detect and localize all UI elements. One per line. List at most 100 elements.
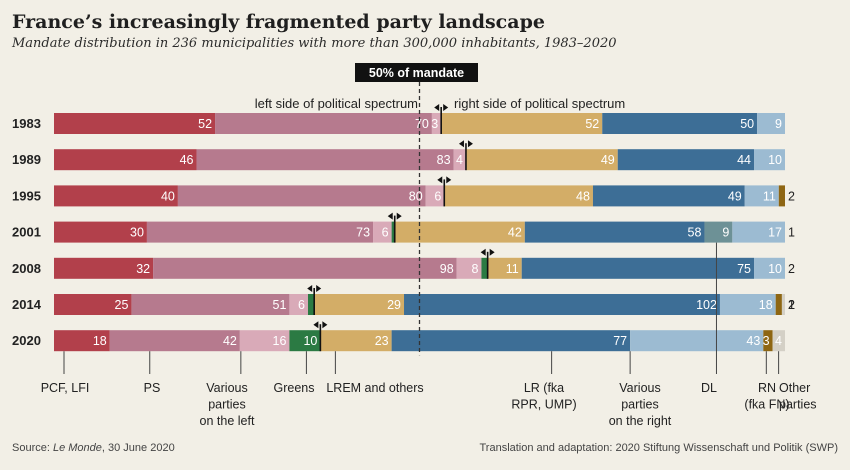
legend-label: DL	[701, 381, 717, 395]
value-label: 43	[746, 334, 760, 348]
legend-label: Greens	[274, 381, 315, 395]
bar-segment-various_right-1983	[757, 113, 785, 134]
bar-segment-LR-2008	[521, 257, 755, 279]
legend-item-DL: DL	[701, 381, 717, 395]
legend-label: on the left	[200, 414, 255, 428]
value-label: 1	[788, 226, 795, 240]
bar-segment-various_right-2014	[719, 294, 776, 315]
bar-segment-LR-2001	[524, 221, 705, 243]
bar-segment-LREM-2008	[487, 257, 522, 279]
value-label: 2	[788, 262, 795, 276]
bar-segment-various_left-2008	[456, 257, 482, 279]
value-label: 98	[440, 262, 454, 276]
value-label: 6	[382, 226, 389, 240]
value-label: 29	[387, 298, 401, 312]
year-label: 1995	[12, 188, 41, 203]
value-label: 11	[506, 262, 519, 276]
bar-segment-various_left-2014	[289, 294, 308, 315]
bar-segment-LR-2020	[391, 330, 631, 352]
legend-label: LREM and others	[326, 381, 423, 395]
source-note: Source: Le Monde, 30 June 2020	[12, 442, 175, 454]
bar-segment-LREM-2014	[314, 294, 405, 315]
arrow-left-icon	[434, 104, 440, 111]
arrow-right-icon	[446, 176, 452, 184]
bar-segment-LREM-1995	[444, 185, 593, 207]
value-label: 23	[375, 334, 389, 348]
legend-label: PCF, LFI	[41, 381, 90, 395]
value-label: 3	[763, 334, 770, 348]
arrow-left-icon	[458, 140, 464, 148]
legend-label: Various	[619, 381, 660, 395]
bar-segment-PS-2014	[131, 294, 290, 315]
value-label: 49	[601, 153, 615, 167]
value-label: 30	[130, 226, 144, 240]
arrow-right-icon	[322, 321, 328, 329]
bar-segment-PCF_LFI-2014	[54, 294, 132, 315]
bar-segment-Greens-2020	[289, 330, 321, 352]
value-label: 75	[737, 262, 751, 276]
value-label: 9	[722, 226, 729, 240]
value-label: 70	[415, 117, 429, 131]
bar-segment-PS-1989	[196, 149, 454, 171]
value-label: 32	[136, 262, 150, 276]
spectrum-divider-2001	[387, 212, 402, 243]
value-label: 6	[434, 189, 441, 203]
value-label: 10	[303, 334, 317, 348]
arrow-right-icon	[396, 212, 402, 220]
value-label: 73	[356, 226, 370, 240]
bar-segment-various_left-1989	[453, 149, 466, 171]
value-label: 80	[409, 189, 423, 203]
year-label: 2001	[12, 225, 41, 240]
arrow-right-icon	[316, 285, 322, 292]
spectrum-divider-1989	[458, 140, 473, 171]
bar-row-1983: 1983 52 70 3 52 50 9	[12, 113, 785, 134]
bar-segment-various_left-2001	[373, 221, 392, 243]
bar-segment-LR-1989	[617, 149, 755, 171]
bar-segment-Greens-2001	[391, 221, 395, 243]
credit-note: Translation and adaptation: 2020 Stiftun…	[479, 442, 838, 454]
right-spectrum-label: right side of political spectrum	[454, 96, 625, 111]
value-label: 6	[298, 298, 305, 312]
bar-segment-PCF_LFI-2001	[54, 221, 147, 243]
bar-segment-LR-2014	[404, 294, 720, 315]
bar-row-1995: 1995 40 80 6 48 49 11 2	[12, 185, 795, 207]
bar-segment-other-2020	[772, 330, 785, 352]
chart-title: France’s increasingly fragmented party l…	[12, 11, 545, 33]
value-label: 2	[788, 189, 795, 203]
value-label: 3	[431, 117, 438, 131]
legend-item-RN: RN (fka FN)	[744, 381, 789, 412]
arrow-left-icon	[480, 248, 486, 256]
spectrum-divider-2020	[313, 321, 328, 352]
legend-label: RN	[758, 381, 776, 395]
value-label: 46	[180, 153, 194, 167]
legend-item-other: Other parties	[779, 381, 817, 412]
legend-leaders-layer	[63, 242, 780, 374]
legend-label: (fka FN)	[744, 398, 789, 412]
year-label: 2014	[12, 297, 42, 312]
legend-item-Greens: Greens	[274, 381, 315, 395]
bar-segment-PCF_LFI-1983	[54, 113, 216, 134]
bar-segment-PS-2001	[146, 221, 374, 243]
value-label: 18	[759, 298, 773, 312]
legend-label: LR (fka	[524, 381, 564, 395]
bar-segment-RN-2014	[775, 294, 782, 315]
legend-label: parties	[621, 398, 659, 412]
majority-badge-label: 50% of mandate	[369, 66, 464, 80]
bar-segment-PCF_LFI-2008	[54, 257, 154, 279]
bar-segment-various_right-2020	[630, 330, 764, 352]
bar-segment-PS-1983	[215, 113, 432, 134]
legend-item-PS: PS	[144, 381, 161, 395]
bar-segment-DL-2001	[704, 221, 733, 243]
arrow-right-icon	[467, 140, 473, 148]
value-label: 18	[93, 334, 107, 348]
bar-segment-LREM-2001	[394, 221, 525, 243]
value-label: 51	[273, 298, 287, 312]
value-label: 17	[768, 226, 782, 240]
legend-label: Various	[206, 381, 247, 395]
value-label: 4	[775, 334, 782, 348]
value-label: 48	[576, 189, 590, 203]
value-label: 9	[775, 117, 782, 131]
